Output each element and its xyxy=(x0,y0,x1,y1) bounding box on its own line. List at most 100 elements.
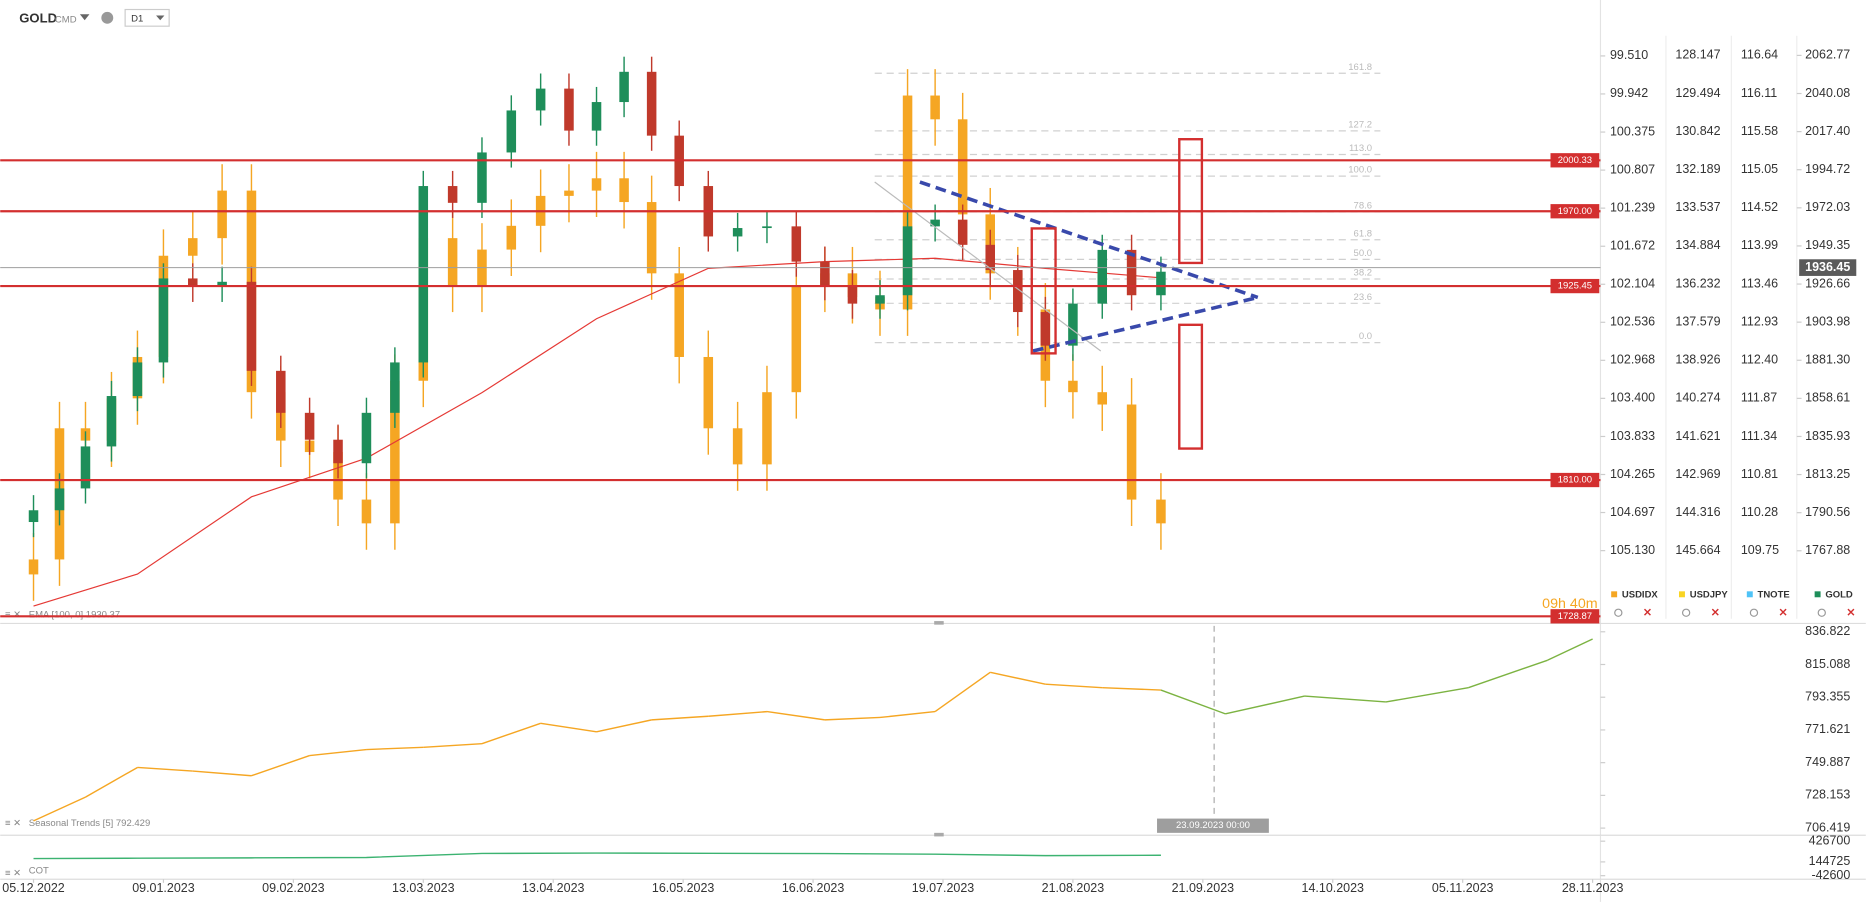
interval-dropdown[interactable] xyxy=(156,15,165,21)
y-tick-label: 1994.72 xyxy=(1805,162,1850,176)
y2-tick-label: 102.536 xyxy=(1610,315,1655,329)
legend-label: USDJPY xyxy=(1690,589,1729,600)
level-label-box xyxy=(1550,204,1600,219)
pane-icons[interactable]: ≡ ✕ xyxy=(5,868,21,879)
column-tick-label: 133.537 xyxy=(1675,200,1720,214)
y2-tick-label: 99.942 xyxy=(1610,86,1648,100)
seasonal-segment xyxy=(651,715,709,721)
timer: 09h 40m xyxy=(1542,596,1598,612)
seasonal-segment xyxy=(766,710,825,721)
pane-handle[interactable] xyxy=(934,832,944,837)
legend-label: GOLD xyxy=(1825,589,1853,600)
candle-body xyxy=(132,362,143,397)
y-tick-label: 1858.61 xyxy=(1805,391,1850,405)
fib-label: 23.6 xyxy=(1354,292,1373,303)
y2-tick-label: 103.833 xyxy=(1610,429,1655,443)
level-label: 1728.87 xyxy=(1558,611,1592,622)
remove-button[interactable] xyxy=(1643,608,1651,616)
y-tick-label: 1790.56 xyxy=(1805,505,1850,519)
visibility-toggle[interactable] xyxy=(1614,608,1623,617)
column-tick-label: 129.494 xyxy=(1675,86,1720,100)
y-tick-label: 2040.08 xyxy=(1805,86,1850,100)
column-tick-label: 130.842 xyxy=(1675,124,1720,138)
column-tick-label: 112.40 xyxy=(1741,353,1778,367)
y-tick-label: 706.419 xyxy=(1805,820,1850,834)
remove-button[interactable] xyxy=(1847,608,1855,616)
x-tick-label: 09.01.2023 xyxy=(132,881,195,895)
highlight-box[interactable] xyxy=(1030,227,1057,355)
fib-label: 78.6 xyxy=(1354,200,1373,211)
candle-body xyxy=(930,219,940,227)
split-label-box xyxy=(1157,818,1269,833)
seasonal-segment xyxy=(309,748,367,757)
candle-body xyxy=(1156,499,1166,524)
ema-legend: EMA [100, 0] 1930.37 xyxy=(29,610,120,621)
column-tick-label: 138.926 xyxy=(1675,353,1720,367)
y-tick-label: 728.153 xyxy=(1805,788,1850,802)
level-label-box xyxy=(1550,153,1600,168)
seasonal-segment xyxy=(1385,686,1469,703)
highlight-box[interactable] xyxy=(1178,138,1204,265)
fib-label: 50.0 xyxy=(1354,248,1373,259)
candle-body xyxy=(390,362,400,413)
y2-tick-label: 102.104 xyxy=(1610,277,1655,291)
candle-body xyxy=(957,119,968,215)
candle-body xyxy=(217,190,227,239)
column-tick-label: 136.232 xyxy=(1675,276,1720,290)
symbol[interactable]: GOLD xyxy=(19,10,57,25)
candle-body xyxy=(246,281,257,371)
candle-body xyxy=(447,238,458,286)
x-tick-label: 21.08.2023 xyxy=(1042,881,1105,895)
seasonal-segment xyxy=(33,796,86,822)
triangle-upper[interactable] xyxy=(919,180,1259,300)
visibility-toggle[interactable] xyxy=(1749,608,1759,617)
highlight-box[interactable] xyxy=(1178,323,1204,450)
x-tick-label: 09.02.2023 xyxy=(262,881,325,895)
y-tick-label: 1926.66 xyxy=(1805,276,1850,290)
level-label-box xyxy=(1550,472,1600,488)
y-tick-label: 1949.35 xyxy=(1805,238,1850,252)
column-tick-label: 111.87 xyxy=(1741,391,1777,405)
candle-body xyxy=(361,412,372,464)
back-layer: 161.8 127.2 113.0 100.0 78.6 61.8 50.0 38.2 23.6… xyxy=(28,62,1381,607)
x-tick-label: 13.03.2023 xyxy=(392,881,455,895)
level-label: 1810.00 xyxy=(1558,475,1592,486)
candle-body xyxy=(217,281,227,287)
legend-swatch xyxy=(1678,591,1685,598)
candle-body xyxy=(591,102,602,131)
visibility-toggle[interactable] xyxy=(1681,608,1691,617)
candle-body xyxy=(304,412,315,440)
seasonal-segment xyxy=(708,710,768,717)
candle-body xyxy=(80,446,91,489)
candle-body xyxy=(188,278,198,287)
column-tick-label: 134.884 xyxy=(1675,238,1720,252)
remove-button[interactable] xyxy=(1711,608,1719,616)
triangle-lower[interactable] xyxy=(1032,295,1259,353)
remove-button[interactable] xyxy=(1779,608,1787,616)
pane-icons[interactable]: ≡ ✕ xyxy=(5,818,21,829)
series-legend: COT xyxy=(29,865,49,876)
candle-body xyxy=(1040,312,1051,346)
candle-body xyxy=(791,226,802,262)
fib-label: 0.0 xyxy=(1359,331,1372,342)
seasonal-segment xyxy=(1045,683,1103,689)
candle-body xyxy=(619,178,629,203)
x-tick-label: 13.04.2023 xyxy=(522,881,585,895)
candle-body xyxy=(28,559,39,575)
candle-body xyxy=(957,219,968,245)
x-tick-label: 16.05.2023 xyxy=(652,881,715,895)
pane-handle[interactable] xyxy=(934,621,944,625)
info-icon[interactable] xyxy=(101,11,114,24)
symbol-dropdown[interactable] xyxy=(79,14,90,21)
column-tick-label: 116.64 xyxy=(1741,48,1778,62)
market: CMD xyxy=(55,15,77,26)
candle-body xyxy=(506,225,517,250)
series-line xyxy=(33,852,1161,860)
candle-body xyxy=(1068,303,1078,346)
y-tick-label: -42600 xyxy=(1811,868,1850,882)
visibility-toggle[interactable] xyxy=(1817,608,1826,617)
pane-icons[interactable]: ≡ ✕ xyxy=(5,610,21,621)
interval-box[interactable] xyxy=(124,8,170,27)
candle-body xyxy=(703,356,714,429)
seasonal-segment xyxy=(366,746,424,751)
